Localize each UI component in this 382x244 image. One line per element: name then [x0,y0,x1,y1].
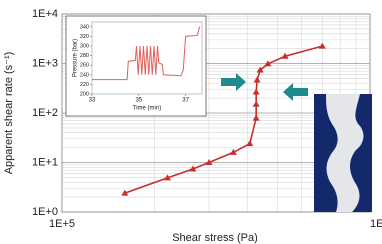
inset-y-tick-label: 320 [80,34,89,40]
inset-y-tick-label: 340 [80,24,89,30]
x-tick-label: 1E+6 [370,218,382,230]
inset-y-axis-label: Pressure (bar) [73,39,79,77]
y-tick-label: 1E+1 [32,156,58,168]
x-tick-label: 1E+5 [49,218,75,230]
x-axis-label: Shear stress (Pa) [172,232,258,244]
inset-y-tick-label: 280 [80,53,89,59]
y-tick-label: 1E+4 [32,8,58,20]
y-axis-label: Apparent shear rate (s⁻¹) [3,52,15,175]
inset-x-axis-label: Time (min) [133,106,161,112]
inset-y-tick-label: 260 [80,63,89,69]
inset-y-tick-label: 220 [80,82,89,88]
inset-x-tick-label: 33 [89,98,96,104]
y-tick-label: 1E+0 [32,206,58,218]
inset-x-tick-label: 37 [182,98,189,104]
inset-x-tick-label: 35 [135,98,142,104]
inset-y-tick-label: 240 [80,72,89,78]
y-tick-label: 1E+3 [32,57,58,69]
inset-y-tick-label: 200 [80,91,89,97]
inset: 200 220 240 260 280 300 320 340 33 35 37 Time (min)… [66,16,206,116]
inset-y-tick-label: 300 [80,43,89,49]
chart: Apparent shear rate (s⁻¹) Shear stress (… [0,0,382,244]
y-tick-label: 1E+2 [32,107,58,119]
